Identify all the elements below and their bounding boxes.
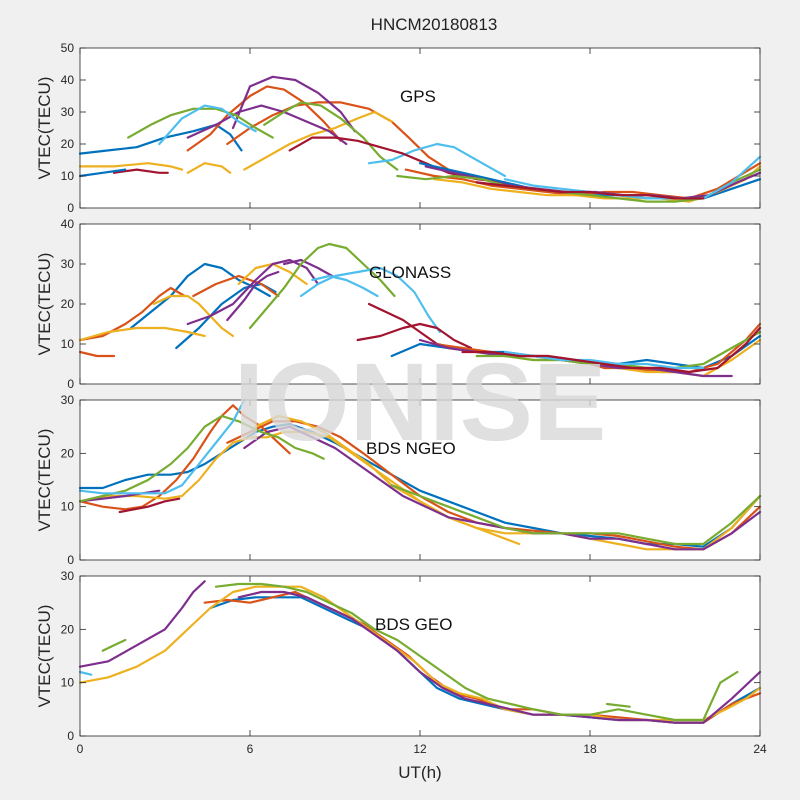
y-tick-label: 30 — [61, 393, 75, 407]
y-tick-label: 10 — [61, 169, 75, 183]
y-tick-label: 0 — [67, 377, 74, 391]
series-line-9 — [78, 670, 93, 676]
series-line-12 — [248, 242, 396, 330]
y-tick-label: 30 — [61, 105, 75, 119]
series-line-14 — [311, 274, 379, 298]
system-annotation: BDS NGEO — [366, 439, 456, 458]
series-line-20 — [503, 155, 762, 200]
system-annotation: GPS — [400, 87, 436, 106]
series-line-2 — [186, 85, 342, 152]
y-tick-label: 20 — [61, 446, 75, 460]
series-line-23 — [461, 326, 762, 374]
y-tick-label: 20 — [61, 622, 75, 636]
subplot-3: 0 10 20 30 VTEC(TECU) BDS NGEO — [35, 393, 762, 567]
series-line-8 — [78, 414, 325, 503]
series-line-8 — [605, 702, 631, 708]
y-tick-label: 40 — [61, 73, 75, 87]
series-line-4 — [78, 350, 116, 358]
series-line-6 — [78, 326, 206, 342]
y-tick-label: 30 — [61, 569, 75, 583]
series-line-5 — [192, 274, 280, 298]
x-tick-label: 12 — [413, 742, 427, 756]
series-line-13 — [299, 266, 441, 334]
system-annotation: GLONASS — [369, 263, 451, 282]
series-line-9 — [127, 107, 274, 139]
y-tick-label: 20 — [61, 297, 75, 311]
watermark: IONISE — [234, 341, 607, 464]
x-tick-label: 24 — [753, 742, 767, 756]
series-line-3 — [78, 286, 186, 342]
series-line-6 — [101, 638, 127, 652]
figure-title: HNCM20180813 — [371, 15, 498, 34]
subplot-4: 0 6 12 18 24 0 10 20 30 VTEC(TECU) UT(h) BDS GEO — [35, 569, 767, 782]
subplots: 0 10 20 30 40 50 VTEC(TECU) GPS 0 10 20 30 40 VTEC(TE… — [35, 41, 767, 782]
series-line-10 — [226, 270, 280, 322]
series-line-3 — [226, 101, 450, 171]
x-tick-label: 6 — [247, 742, 254, 756]
plot-area — [80, 48, 760, 208]
series-line-22 — [78, 168, 127, 178]
subplot-2: 0 10 20 30 40 VTEC(TECU) GLONASS — [35, 217, 762, 391]
y-tick-label: 0 — [67, 201, 74, 215]
series-line-13 — [112, 168, 169, 174]
plot-area — [80, 400, 760, 560]
y-tick-label: 0 — [67, 553, 74, 567]
series-line-1 — [78, 123, 243, 155]
y-tick-label: 10 — [61, 337, 75, 351]
y-axis-label: VTEC(TECU) — [35, 253, 54, 356]
series-line-11 — [118, 497, 181, 514]
series-line-6 — [243, 110, 393, 171]
series-line-7 — [152, 294, 235, 338]
series-line-9 — [186, 258, 320, 326]
series-line-9 — [390, 484, 762, 546]
x-tick-label: 0 — [77, 742, 84, 756]
series-line-8 — [186, 104, 348, 146]
series-line-4 — [78, 162, 184, 171]
y-axis-label: VTEC(TECU) — [35, 605, 54, 708]
y-tick-label: 0 — [67, 729, 74, 743]
series-line-4 — [78, 580, 206, 668]
y-tick-label: 10 — [61, 500, 75, 514]
plot-area — [80, 224, 760, 384]
y-tick-label: 40 — [61, 217, 75, 231]
series-line-7 — [231, 75, 356, 133]
y-axis-label: VTEC(TECU) — [35, 77, 54, 180]
system-annotation: BDS GEO — [375, 615, 452, 634]
series-line-5 — [186, 162, 232, 174]
y-tick-label: 10 — [61, 676, 75, 690]
x-tick-label: 18 — [583, 742, 597, 756]
y-tick-label: 20 — [61, 137, 75, 151]
y-tick-label: 50 — [61, 41, 75, 55]
series-line-11 — [282, 258, 334, 278]
y-axis-label: VTEC(TECU) — [35, 429, 54, 532]
series-line-5 — [237, 590, 762, 724]
series-line-12 — [367, 142, 507, 178]
series-line-7 — [243, 425, 762, 551]
series-line-7 — [214, 582, 739, 722]
y-tick-label: 30 — [61, 257, 75, 271]
series-line-21 — [475, 181, 705, 200]
series-line-16 — [356, 322, 473, 350]
x-axis-label: UT(h) — [398, 763, 441, 782]
series-line-10 — [78, 398, 246, 495]
series-line-10 — [263, 101, 399, 171]
subplot-1: 0 10 20 30 40 50 VTEC(TECU) GPS — [35, 41, 762, 215]
series-line-11 — [158, 104, 257, 146]
